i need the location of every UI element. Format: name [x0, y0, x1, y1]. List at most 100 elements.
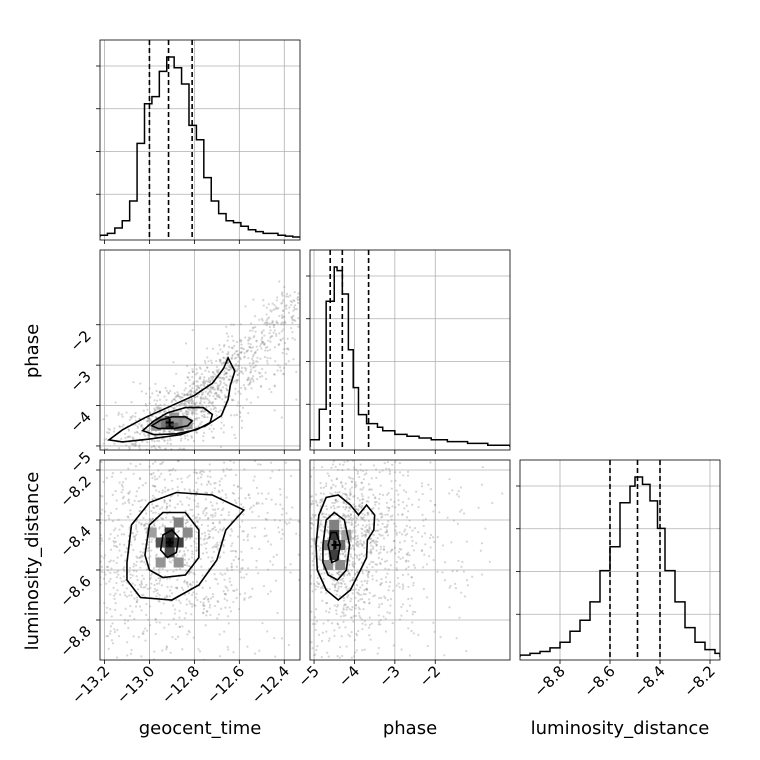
scatter-point: [207, 399, 210, 402]
scatter-point: [225, 371, 228, 375]
scatter-point: [100, 537, 103, 540]
scatter-point: [302, 425, 304, 427]
scatter-point: [326, 537, 329, 541]
scatter-point: [201, 391, 205, 394]
density-block: [151, 420, 162, 431]
scatter-point: [202, 601, 205, 604]
scatter-point: [367, 519, 371, 523]
scatter-point: [336, 439, 338, 441]
scatter-point: [407, 510, 410, 513]
scatter-point: [334, 491, 337, 494]
scatter-point: [193, 404, 196, 407]
scatter-point: [377, 552, 380, 555]
scatter-point: [116, 534, 119, 537]
scatter-point: [354, 535, 357, 539]
scatter-point: [326, 619, 330, 622]
scatter-point: [101, 495, 104, 498]
scatter-point: [263, 342, 266, 345]
scatter-point: [362, 486, 365, 489]
scatter-point: [293, 338, 296, 341]
scatter-point: [207, 529, 210, 532]
scatter-point: [212, 536, 215, 539]
scatter-point: [161, 518, 164, 521]
scatter-point: [355, 508, 358, 511]
scatter-point: [180, 410, 183, 413]
scatter-point: [302, 342, 304, 344]
scatter-point: [189, 524, 192, 527]
scatter-point: [397, 513, 400, 516]
scatter-point: [321, 512, 324, 515]
scatter-point: [351, 588, 355, 591]
scatter-point: [337, 623, 340, 626]
scatter-point: [198, 517, 201, 520]
scatter-point: [120, 483, 123, 486]
scatter-point: [234, 363, 238, 366]
scatter-point: [147, 618, 150, 621]
scatter-point: [224, 372, 227, 376]
scatter-point: [139, 550, 142, 553]
scatter-point: [56, 478, 58, 480]
scatter-point: [345, 494, 349, 497]
scatter-point: [171, 604, 175, 607]
scatter-point: [227, 351, 230, 354]
scatter-point: [350, 547, 353, 550]
scatter-point: [36, 455, 38, 457]
scatter-point: [338, 688, 340, 690]
scatter-point: [335, 593, 338, 596]
scatter-point: [255, 559, 258, 562]
scatter-point: [303, 581, 305, 583]
scatter-point: [135, 430, 139, 434]
scatter-point: [355, 517, 359, 520]
scatter-point: [137, 636, 140, 639]
scatter-point: [103, 571, 106, 574]
scatter-point: [394, 460, 397, 464]
scatter-point: [123, 566, 126, 569]
scatter-point: [195, 416, 199, 419]
density-block: [164, 547, 175, 558]
scatter-point: [121, 452, 123, 454]
scatter-point: [236, 353, 240, 356]
scatter-point: [281, 528, 284, 531]
scatter-point: [150, 572, 154, 575]
scatter-point: [269, 543, 272, 546]
scatter-point: [368, 527, 371, 530]
scatter-point: [479, 549, 482, 552]
scatter-point: [152, 444, 155, 448]
scatter-point: [256, 378, 259, 381]
scatter-point: [265, 324, 268, 327]
scatter-point: [224, 474, 227, 477]
scatter-point: [133, 538, 136, 541]
scatter-point: [158, 431, 161, 435]
scatter-point: [76, 570, 78, 572]
scatter-point: [98, 552, 100, 554]
scatter-point: [151, 456, 153, 458]
scatter-point: [365, 440, 367, 442]
scatter-point: [204, 395, 207, 399]
scatter-point: [361, 456, 363, 458]
scatter-point: [213, 443, 215, 445]
scatter-point: [45, 521, 47, 523]
scatter-point: [401, 587, 404, 591]
scatter-point: [448, 492, 451, 495]
contour-level-0: [315, 494, 376, 602]
scatter-point: [359, 503, 362, 506]
scatter-point: [226, 362, 229, 365]
scatter-point: [102, 484, 104, 486]
scatter-point: [446, 516, 449, 519]
scatter-point: [169, 495, 172, 498]
scatter-point: [148, 427, 152, 431]
scatter-point: [349, 580, 352, 583]
scatter-point: [355, 556, 359, 559]
scatter-point: [196, 490, 199, 494]
scatter-point: [186, 393, 189, 396]
scatter-point: [379, 528, 382, 531]
scatter-point: [414, 610, 417, 614]
scatter-point: [218, 396, 222, 399]
scatter-point: [239, 370, 242, 373]
scatter-point: [165, 389, 168, 392]
scatter-point: [346, 460, 349, 463]
scatter-point: [389, 581, 392, 584]
scatter-point: [101, 508, 104, 511]
scatter-point: [378, 497, 381, 501]
